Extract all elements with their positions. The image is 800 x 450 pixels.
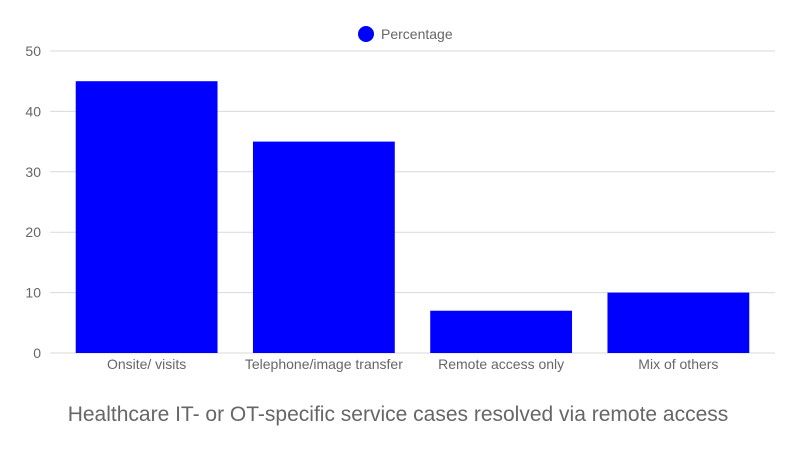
y-tick-label: 50 bbox=[25, 43, 41, 59]
x-category-label: Mix of others bbox=[638, 356, 718, 372]
x-category-label: Remote access only bbox=[438, 356, 564, 372]
y-tick-label: 30 bbox=[25, 164, 41, 180]
bar[interactable] bbox=[252, 141, 395, 353]
bar[interactable] bbox=[430, 310, 573, 353]
y-tick-label: 20 bbox=[25, 224, 41, 240]
y-tick-label: 0 bbox=[33, 345, 41, 361]
legend[interactable]: Percentage bbox=[358, 26, 453, 42]
x-axis-category-labels: Onsite/ visits Telephone/image transfer Re… bbox=[107, 356, 719, 372]
bar[interactable] bbox=[75, 81, 218, 353]
y-axis-tick-labels: 0 10 20 30 40 50 bbox=[25, 43, 41, 361]
bars bbox=[75, 81, 750, 353]
y-tick-label: 40 bbox=[25, 103, 41, 119]
y-tick-label: 10 bbox=[25, 285, 41, 301]
legend-label-percentage: Percentage bbox=[381, 26, 453, 42]
x-category-label: Telephone/image transfer bbox=[245, 356, 403, 372]
legend-swatch-percentage bbox=[358, 26, 374, 42]
chart-title: Healthcare IT- or OT-specific service ca… bbox=[68, 403, 729, 426]
bar[interactable] bbox=[607, 292, 750, 353]
x-category-label: Onsite/ visits bbox=[107, 356, 186, 372]
